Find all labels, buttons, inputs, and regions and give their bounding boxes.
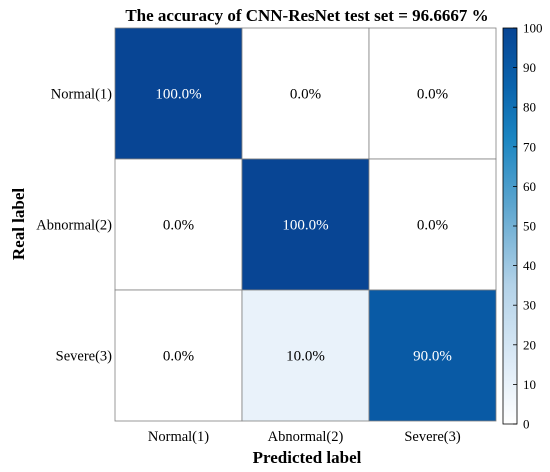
x-tick-label: Normal(1) [148, 429, 209, 445]
colorbar-tick-label: 80 [523, 100, 536, 115]
heatmap-cell [114, 289, 243, 422]
colorbar-tick-label: 100 [523, 21, 543, 36]
colorbar-tick-label: 50 [523, 219, 536, 234]
cell-labels: 100.0% 0.0% 0.0% 0.0% 100.0% 0.0% 0.0% 10.0% 90.… [155, 87, 452, 365]
colorbar-tick-label: 20 [523, 337, 536, 352]
colorbar-tick-label: 30 [523, 298, 536, 313]
cell-value-label: 0.0% [163, 218, 194, 234]
heatmap-cell [368, 289, 497, 422]
colorbar-tick-label: 10 [523, 377, 536, 392]
cell-value-label: 0.0% [290, 87, 321, 103]
y-tick-label: Normal(1) [51, 87, 112, 103]
colorbar-tick-label: 40 [523, 258, 536, 273]
heatmap-cell [241, 27, 370, 160]
heatmap-cell [114, 27, 243, 160]
colorbar-ticks: 0 10 20 30 40 50 60 70 80 90 100 [513, 21, 543, 432]
cell-value-label: 0.0% [417, 218, 448, 234]
heatmap-cell [241, 289, 370, 422]
cell-value-label: 100.0% [282, 218, 328, 234]
colorbar-tick-label: 60 [523, 179, 536, 194]
heatmap-cell [368, 158, 497, 291]
heatmap-cell [241, 158, 370, 291]
heatmap-cell [114, 158, 243, 291]
x-tick-label: Severe(3) [404, 429, 461, 445]
y-tick-label: Abnormal(2) [36, 218, 112, 234]
y-axis-label: Real label [9, 188, 28, 261]
cell-value-label: 100.0% [155, 87, 201, 103]
chart-title: The accuracy of CNN-ResNet test set = 96… [125, 6, 488, 25]
cell-value-label: 90.0% [413, 349, 452, 365]
cell-value-label: 0.0% [417, 87, 448, 103]
x-tick-label: Abnormal(2) [268, 429, 344, 445]
heatmap-cells [114, 27, 497, 422]
cell-value-label: 10.0% [286, 349, 325, 365]
heatmap-cell [368, 27, 497, 160]
y-tick-label: Severe(3) [56, 349, 113, 365]
x-axis-label: Predicted label [253, 448, 362, 467]
x-tick-labels: Normal(1) Abnormal(2) Severe(3) [148, 429, 461, 445]
colorbar-tick-label: 90 [523, 60, 536, 75]
colorbar-tick-label: 70 [523, 139, 536, 154]
y-tick-labels: Normal(1) Abnormal(2) Severe(3) [36, 87, 112, 365]
cell-value-label: 0.0% [163, 349, 194, 365]
colorbar-tick-label: 0 [523, 417, 530, 432]
